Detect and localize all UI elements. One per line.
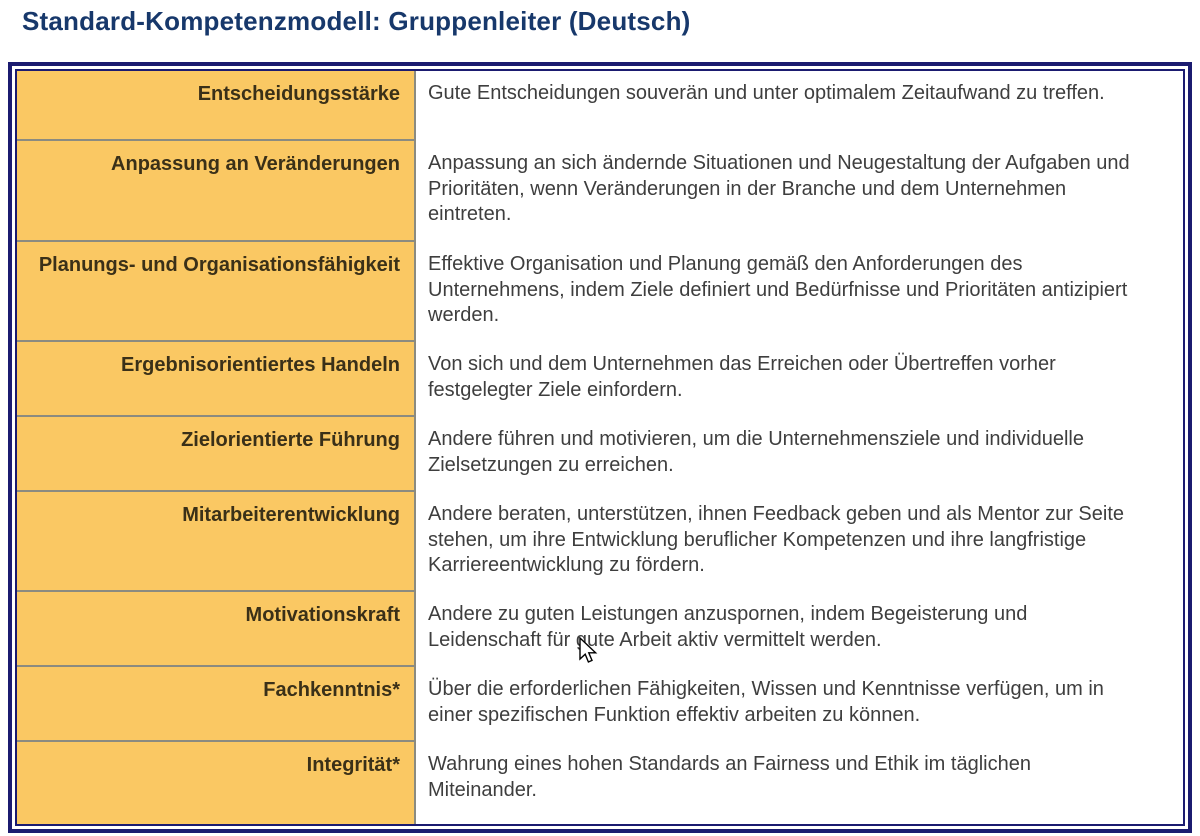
table-row: Anpassung an Veränderungen Anpassung an … xyxy=(17,141,1183,242)
competency-name-cell: Entscheidungsstärke xyxy=(17,71,416,141)
competency-description-text: Andere beraten, unterstützen, ihnen Feed… xyxy=(428,503,1125,576)
competency-description-cell: Anpassung an sich ändernde Situationen u… xyxy=(416,141,1183,242)
competency-description-cell: Effektive Organisation und Planung gemäß… xyxy=(416,242,1183,342)
competency-description-cell: Andere zu guten Leistungen anzuspornen, … xyxy=(416,592,1183,667)
table-row: Integrität* Wahrung eines hohen Standard… xyxy=(17,742,1183,824)
competency-name-cell: Motivationskraft xyxy=(17,592,416,667)
competency-description-cell: Andere beraten, unterstützen, ihnen Feed… xyxy=(416,492,1183,592)
competency-name-cell: Ergebnisorientiertes Handeln xyxy=(17,342,416,417)
table-row: Ergebnisorientiertes Handeln Von sich un… xyxy=(17,342,1183,417)
table-row: Motivationskraft Andere zu guten Leistun… xyxy=(17,592,1183,667)
table-row: Fachkenntnis* Über die erforderlichen Fä… xyxy=(17,667,1183,742)
competency-description-text: Effektive Organisation und Planung gemäß… xyxy=(428,253,1128,326)
competency-description-text: Andere führen und motivieren, um die Unt… xyxy=(428,428,1084,476)
competency-description-text: Wahrung eines hohen Standards an Fairnes… xyxy=(428,753,1031,801)
competency-name-cell: Anpassung an Veränderungen xyxy=(17,141,416,242)
competency-description-text: Gute Entscheidungen souverän und unter o… xyxy=(428,82,1105,104)
competency-description-cell: Wahrung eines hohen Standards an Fairnes… xyxy=(416,742,1183,824)
competency-description-cell: Andere führen und motivieren, um die Unt… xyxy=(416,417,1183,492)
competency-name-cell: Mitarbeiterentwicklung xyxy=(17,492,416,592)
competency-description-text: Anpassung an sich ändernde Situationen u… xyxy=(428,152,1130,225)
competency-name-cell: Planungs- und Organisationsfähigkeit xyxy=(17,242,416,342)
competency-description-text: Über die erforderlichen Fähigkeiten, Wis… xyxy=(428,678,1104,726)
competency-table: Entscheidungsstärke Gute Entscheidungen … xyxy=(8,62,1192,833)
page-title: Standard-Kompetenzmodell: Gruppenleiter … xyxy=(22,6,691,36)
competency-description-text: Andere zu guten Leistungen anzuspornen, … xyxy=(428,603,1028,651)
competency-name-cell: Fachkenntnis* xyxy=(17,667,416,742)
competency-description-text: Von sich und dem Unternehmen das Erreich… xyxy=(428,353,1056,401)
competency-description-cell: Von sich und dem Unternehmen das Erreich… xyxy=(416,342,1183,417)
table-row: Zielorientierte Führung Andere führen un… xyxy=(17,417,1183,492)
competency-table-body: Entscheidungsstärke Gute Entscheidungen … xyxy=(15,69,1185,826)
competency-name-cell: Integrität* xyxy=(17,742,416,824)
competency-description-cell: Über die erforderlichen Fähigkeiten, Wis… xyxy=(416,667,1183,742)
competency-description-cell: Gute Entscheidungen souverän und unter o… xyxy=(416,71,1183,141)
competency-name-cell: Zielorientierte Führung xyxy=(17,417,416,492)
table-row: Planungs- und Organisationsfähigkeit Eff… xyxy=(17,242,1183,342)
table-row: Mitarbeiterentwicklung Andere beraten, u… xyxy=(17,492,1183,592)
table-row: Entscheidungsstärke Gute Entscheidungen … xyxy=(17,71,1183,141)
